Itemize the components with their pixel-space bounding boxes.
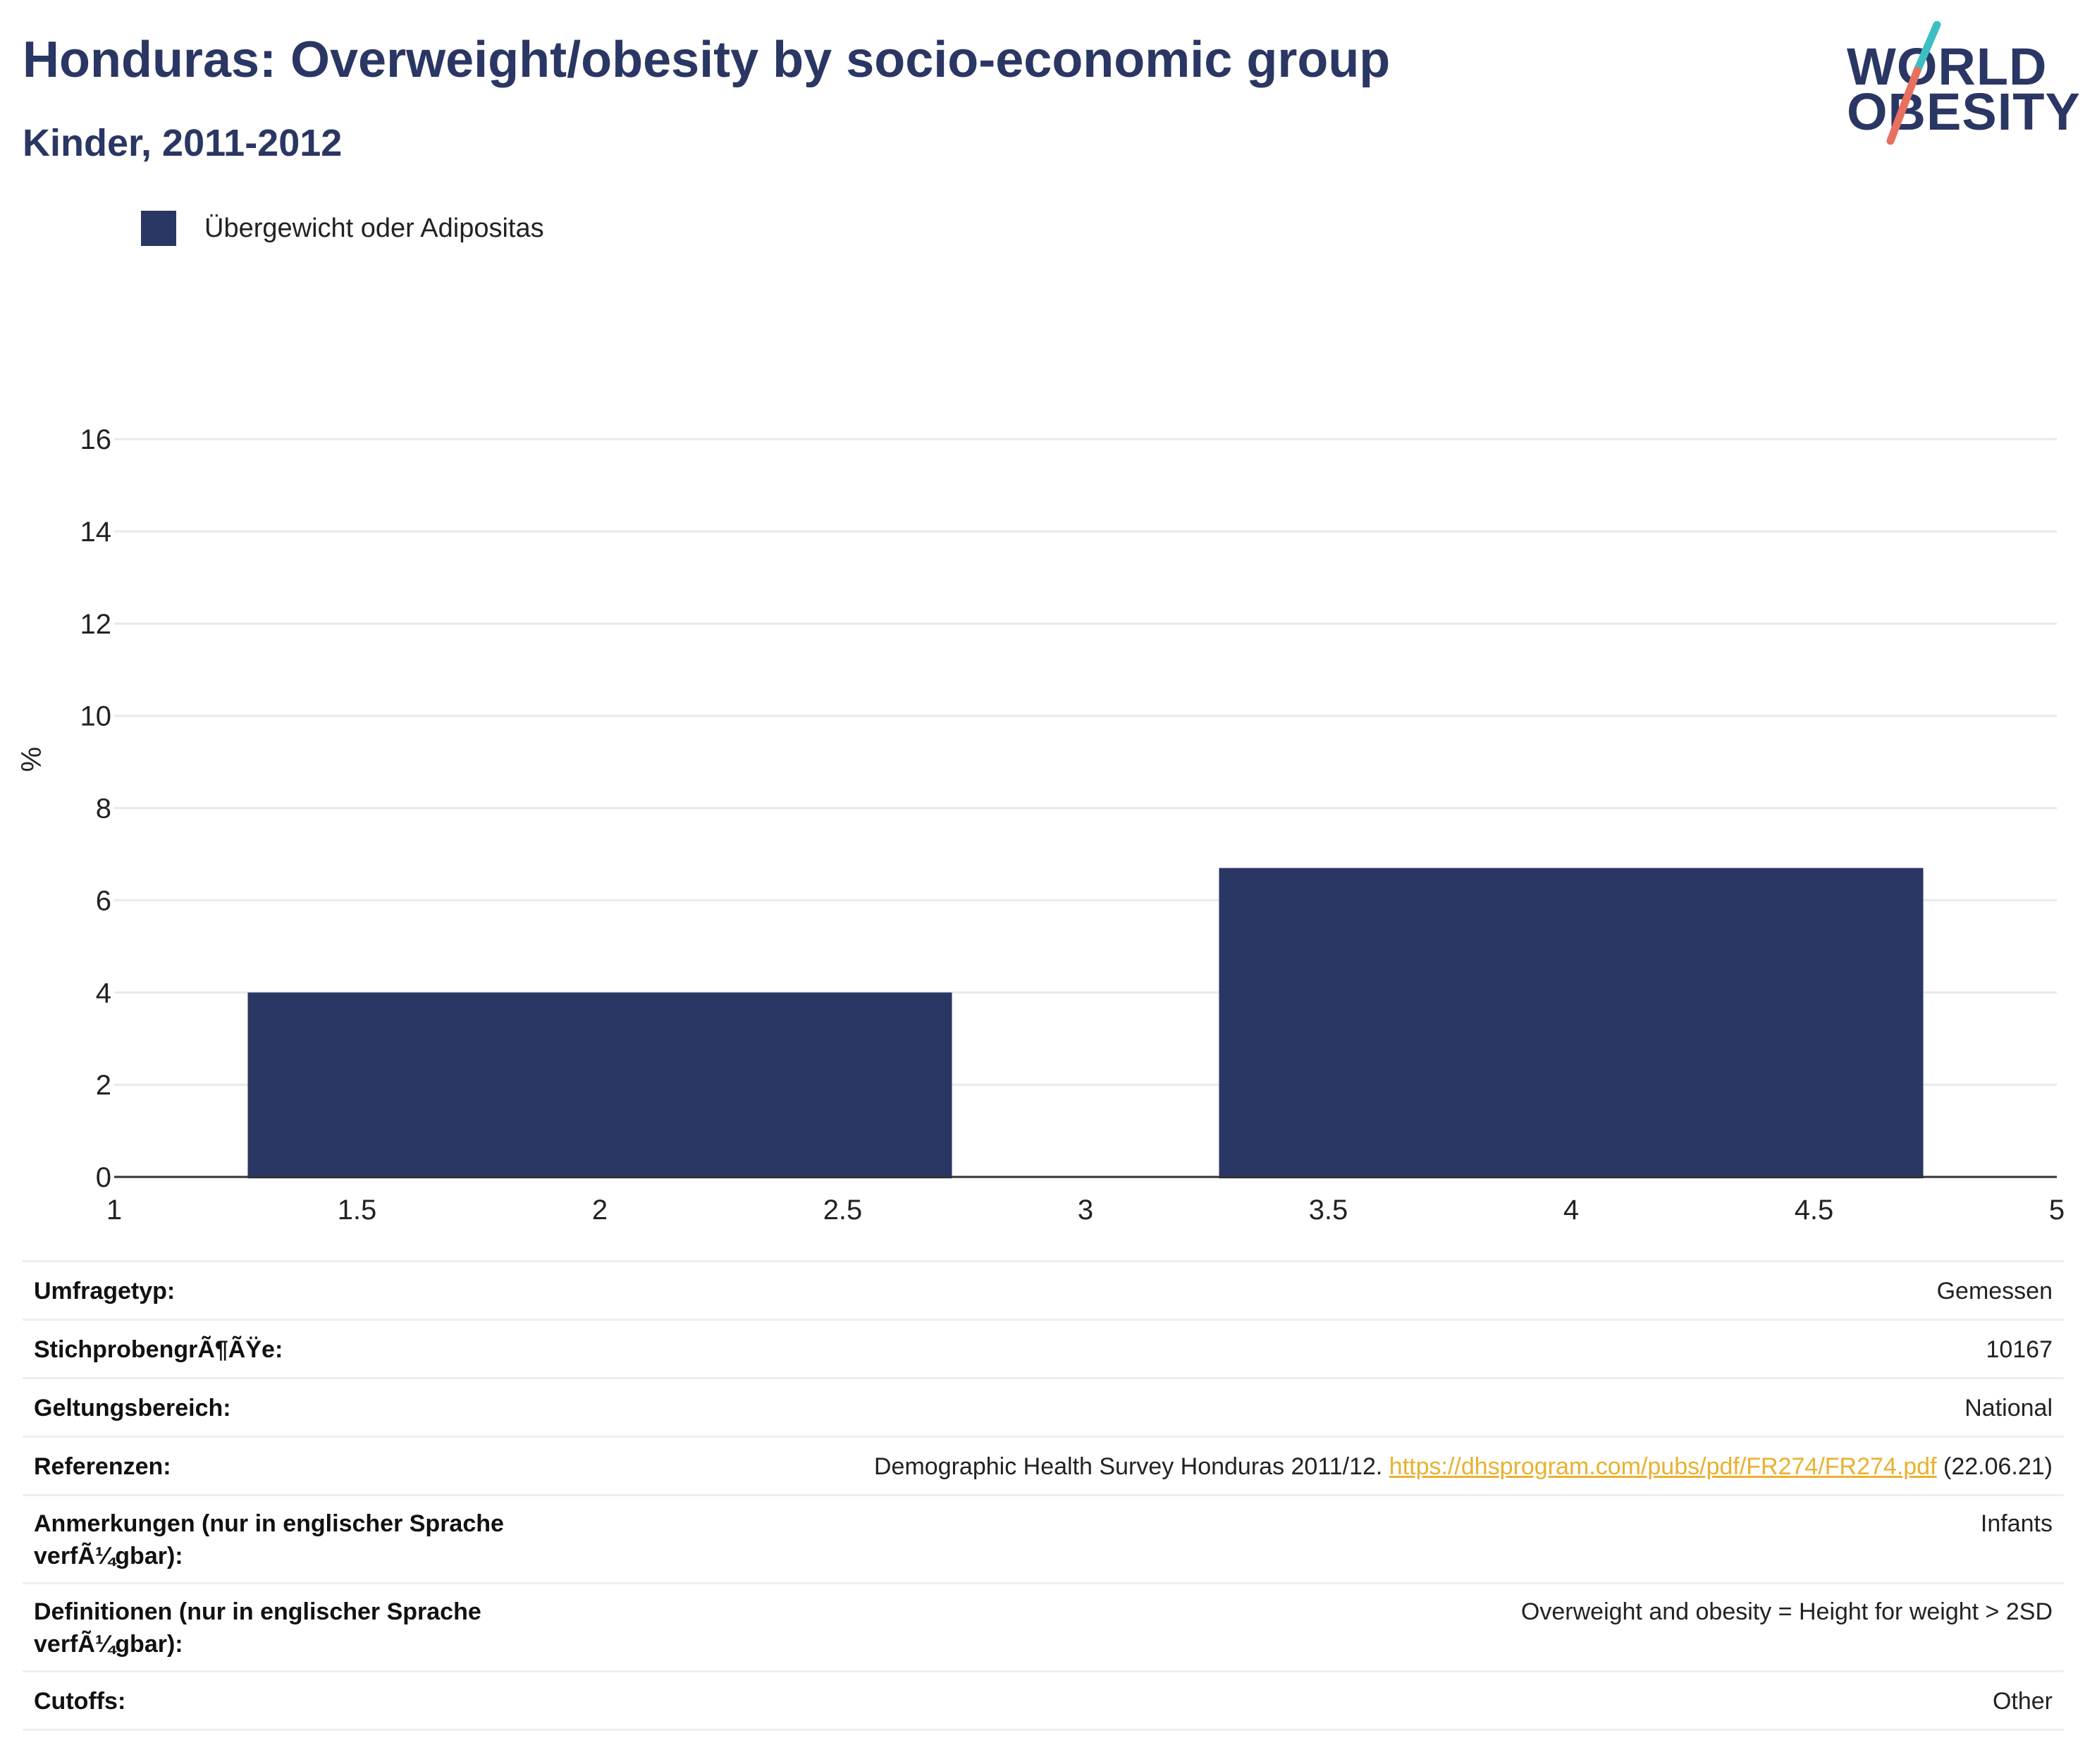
meta-value: Demographic Health Survey Honduras 2011/… [874, 1450, 2053, 1483]
meta-row-cutoffs: Cutoffs: Other [23, 1672, 2064, 1731]
meta-row-references: Referenzen: Demographic Health Survey Ho… [23, 1438, 2064, 1496]
bars [247, 868, 1924, 1178]
meta-value: Other [1992, 1688, 2053, 1715]
logo-text-line-1: WORLD [1847, 37, 2048, 96]
meta-key: Umfragetyp: [34, 1278, 176, 1305]
page-title: Honduras: Overweight/obesity by socio-ec… [23, 32, 1391, 88]
chart-legend[interactable]: Übergewicht oder Adipositas [141, 209, 544, 248]
y-tick-label: 2 [96, 1070, 111, 1101]
meta-value: Infants [1980, 1510, 2053, 1537]
x-tick-label: 3 [1078, 1195, 1093, 1226]
y-tick-label: 16 [80, 424, 112, 455]
x-tick-labels: 1 1.5 2 2.5 3 3.5 4 4.5 5 [106, 1195, 2065, 1226]
survey-details-table: Umfragetyp: Gemessen StichprobengrÃ¶ÃŸe:… [23, 1260, 2064, 1731]
meta-value: National [1964, 1395, 2053, 1421]
x-tick-label: 3.5 [1309, 1195, 1348, 1226]
meta-value: Overweight and obesity = Height for weig… [1520, 1598, 2053, 1625]
reference-date: (22.06.21) [1943, 1453, 2053, 1480]
meta-key: Referenzen: [34, 1453, 171, 1480]
meta-key: Cutoffs: [34, 1688, 126, 1715]
y-tick-label: 6 [96, 885, 111, 916]
y-tick-label: 0 [96, 1162, 111, 1193]
meta-row-survey-type: Umfragetyp: Gemessen [23, 1262, 2064, 1321]
y-tick-label: 4 [96, 977, 111, 1009]
grid-lines [114, 438, 2057, 1086]
page-subtitle: Kinder, 2011-2012 [23, 122, 343, 164]
legend-swatch [141, 211, 176, 246]
y-tick-labels: 0 2 4 6 8 10 12 14 16 [80, 424, 112, 1193]
meta-row-definitions: Definitionen (nur in englischer Sprache … [23, 1584, 2064, 1672]
y-axis-label: % [16, 747, 47, 772]
meta-key: StichprobengrÃ¶ÃŸe: [34, 1336, 283, 1363]
reference-text: Demographic Health Survey Honduras 2011/… [874, 1453, 1383, 1480]
logo-slash-coral [1886, 66, 1921, 145]
meta-value: Gemessen [1936, 1278, 2053, 1305]
world-obesity-logo[interactable]: WORLD OBESITY [1833, 21, 2080, 148]
meta-value: 10167 [1986, 1336, 2053, 1363]
x-tick-label: 1.5 [338, 1195, 377, 1226]
x-tick-label: 1 [106, 1195, 122, 1226]
logo-slash-icon [1886, 21, 1941, 145]
x-tick-label: 4.5 [1795, 1195, 1834, 1226]
bar[interactable] [1219, 868, 1924, 1178]
y-tick-label: 12 [80, 609, 112, 640]
y-tick-label: 8 [96, 794, 111, 825]
bar-chart: 0 2 4 6 8 10 12 14 16 1 1.5 2 2.5 3 3.5 4 4.5 5 % [16, 424, 2065, 1226]
meta-row-notes: Anmerkungen (nur in englischer Sprache v… [23, 1496, 2064, 1584]
x-tick-label: 2 [592, 1195, 608, 1226]
meta-key: Anmerkungen (nur in englischer Sprache v… [34, 1510, 504, 1569]
bar[interactable] [247, 992, 952, 1178]
logo-text-line-2: OBESITY [1847, 82, 2081, 141]
logo-slash-teal [1913, 21, 1941, 75]
meta-row-sample-size: StichprobengrÃ¶ÃŸe: 10167 [23, 1321, 2064, 1379]
meta-key: Geltungsbereich: [34, 1395, 231, 1421]
x-tick-label: 5 [2049, 1195, 2065, 1226]
y-tick-label: 10 [80, 701, 112, 732]
meta-row-coverage: Geltungsbereich: National [23, 1379, 2064, 1438]
x-tick-label: 4 [1563, 1195, 1579, 1226]
meta-key: Definitionen (nur in englischer Sprache … [34, 1598, 481, 1658]
y-tick-label: 14 [80, 517, 112, 548]
x-tick-label: 2.5 [823, 1195, 863, 1226]
reference-link[interactable]: https://dhsprogram.com/pubs/pdf/FR274/FR… [1389, 1453, 1937, 1480]
legend-label: Übergewicht oder Adipositas [204, 213, 544, 243]
